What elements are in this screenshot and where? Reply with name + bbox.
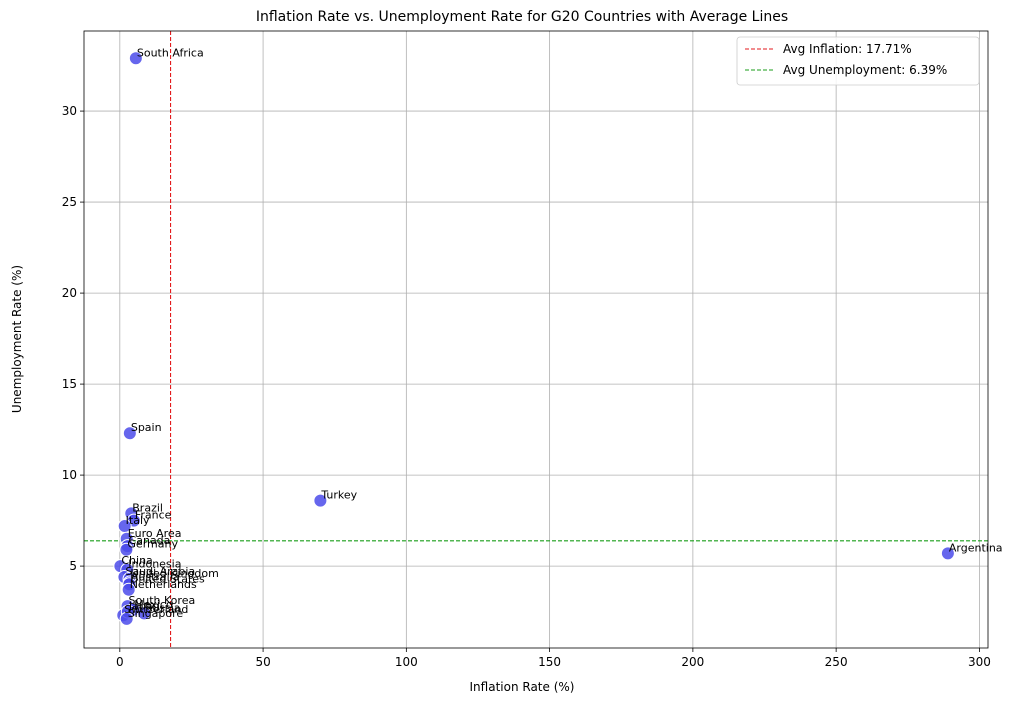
y-tick-label: 15 xyxy=(62,377,77,391)
x-tick-label: 0 xyxy=(116,655,124,669)
legend-box xyxy=(736,36,980,86)
y-tick-label: 5 xyxy=(69,559,77,573)
point-label: China xyxy=(121,554,152,567)
data-point xyxy=(121,582,136,597)
grid-lines xyxy=(84,31,988,648)
point-label: Canada xyxy=(129,534,171,547)
data-point xyxy=(119,611,134,626)
point-label: South Korea xyxy=(129,594,196,607)
data-point xyxy=(313,493,328,508)
y-tick-label: 10 xyxy=(62,468,77,482)
x-tick-label: 250 xyxy=(825,655,848,669)
point-label: France xyxy=(135,509,172,522)
point-label: Netherlands xyxy=(130,578,197,591)
point-label: Switzerland xyxy=(124,603,188,616)
y-tick-label: 20 xyxy=(62,286,77,300)
point-label: Italy xyxy=(126,514,150,527)
data-points xyxy=(113,51,955,626)
point-label: Singapore xyxy=(128,607,184,620)
data-point xyxy=(119,542,134,557)
x-tick-label: 100 xyxy=(395,655,418,669)
average-lines xyxy=(84,31,988,648)
point-label: Euro Area xyxy=(128,527,182,540)
data-point xyxy=(122,426,137,441)
data-point xyxy=(128,51,143,66)
x-tick-label: 150 xyxy=(538,655,561,669)
y-tick-label: 25 xyxy=(62,195,77,209)
point-labels: South Africa Spain Turkey BrazilFranceItaly… xyxy=(121,46,1002,620)
point-label: Russia xyxy=(145,601,180,614)
point-label: Argentina xyxy=(949,541,1003,554)
legend-entry: Avg Inflation: 17.71% xyxy=(783,42,912,56)
plot-area-frame xyxy=(83,30,989,649)
legend: Avg Inflation: 17.71% Avg Unemployment: 6… xyxy=(736,36,980,86)
point-label: Indonesia xyxy=(128,558,181,571)
point-label: United States xyxy=(130,572,205,585)
point-label: United Kingdom xyxy=(131,567,219,580)
y-tick-label: 30 xyxy=(62,104,77,118)
axis-ticks: 0 50 100 150 200 250 300 5 10 15 20 25 30 xyxy=(62,104,991,669)
legend-entry: Avg Unemployment: 6.39% xyxy=(783,63,947,77)
data-point xyxy=(137,606,152,621)
point-label: Saudi Arabia xyxy=(125,565,195,578)
x-tick-label: 300 xyxy=(968,655,991,669)
point-label: Germany xyxy=(127,538,178,551)
point-label: Japan xyxy=(128,600,160,613)
point-label: Brazil xyxy=(132,501,163,514)
y-axis-label: Unemployment Rate (%) xyxy=(10,265,24,413)
point-label: South Africa xyxy=(137,46,204,59)
point-label: Mexico xyxy=(134,598,173,611)
x-tick-label: 200 xyxy=(681,655,704,669)
point-label: Turkey xyxy=(320,489,357,502)
x-axis-label: Inflation Rate (%) xyxy=(470,680,575,694)
chart-title: Inflation Rate vs. Unemployment Rate for… xyxy=(256,9,788,25)
x-tick-label: 50 xyxy=(255,655,270,669)
point-label: Australia xyxy=(131,570,180,583)
point-label: Spain xyxy=(131,421,162,434)
data-point xyxy=(940,546,955,561)
